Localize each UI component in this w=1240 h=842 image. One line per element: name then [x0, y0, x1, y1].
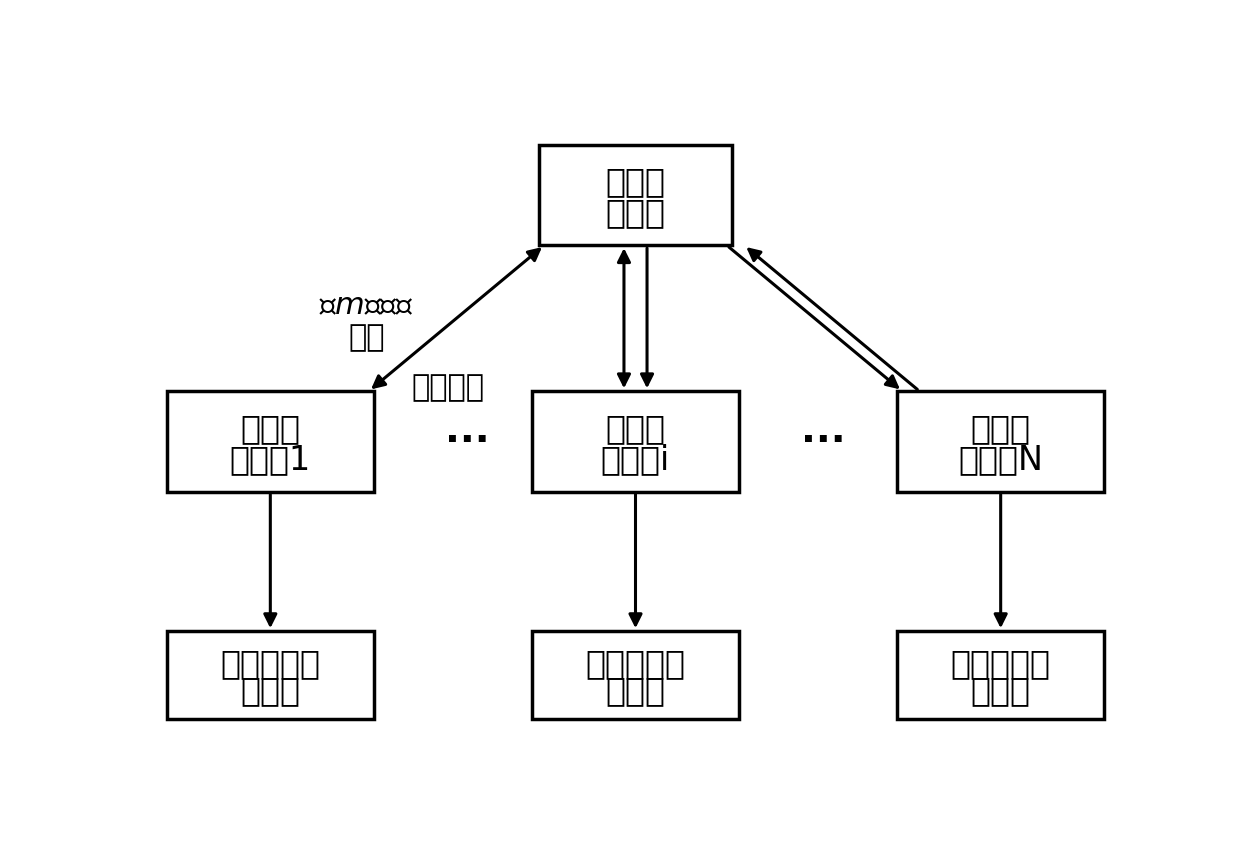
Text: 控制器1: 控制器1: [229, 443, 311, 476]
Text: 控制器N: 控制器N: [959, 443, 1043, 476]
Bar: [898, 392, 1104, 492]
Text: 鰅酸蓄电池: 鰅酸蓄电池: [585, 647, 686, 680]
Text: 站侧子: 站侧子: [241, 412, 300, 445]
Text: 站侧子: 站侧子: [605, 412, 666, 445]
Text: ···: ···: [445, 423, 490, 461]
Text: 信息: 信息: [348, 323, 384, 352]
Bar: [167, 631, 373, 718]
Text: 站侧子: 站侧子: [971, 412, 1030, 445]
Bar: [898, 631, 1104, 718]
Text: 鰅酸蓄电池: 鰅酸蓄电池: [221, 647, 320, 680]
Bar: [532, 392, 739, 492]
Text: 微网侧: 微网侧: [605, 166, 666, 199]
Text: 储能站: 储能站: [241, 674, 300, 707]
Text: 储能站: 储能站: [971, 674, 1030, 707]
Text: 第$m$次迭代: 第$m$次迭代: [320, 290, 413, 320]
Text: 协调器: 协调器: [605, 197, 666, 230]
Bar: [167, 392, 373, 492]
Text: 储能站: 储能站: [605, 674, 666, 707]
Text: ···: ···: [801, 423, 846, 461]
Text: 控制器i: 控制器i: [601, 443, 670, 476]
Bar: [532, 631, 739, 718]
Text: 协调信息: 协调信息: [412, 373, 485, 402]
Bar: [539, 145, 732, 245]
Text: 鰅酸蓄电池: 鰅酸蓄电池: [951, 647, 1050, 680]
